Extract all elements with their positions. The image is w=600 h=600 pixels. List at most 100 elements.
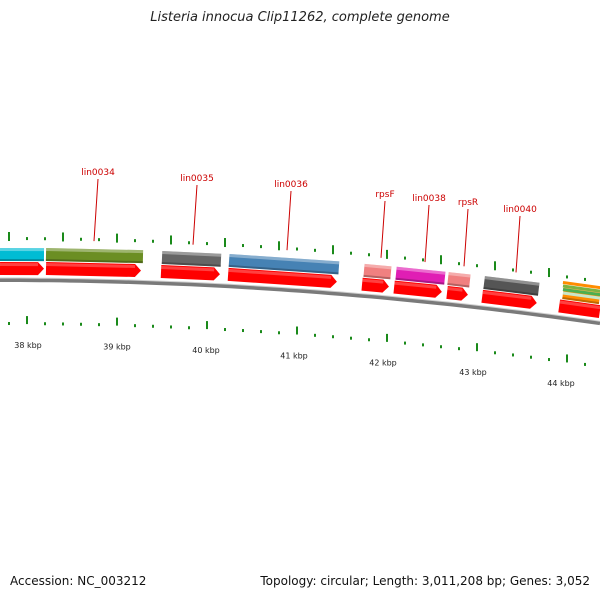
gc-tick-upper <box>8 232 10 242</box>
gene-feature-bar[interactable] <box>45 247 144 264</box>
overlap-stripe <box>562 288 600 297</box>
gc-tick-upper <box>440 255 442 265</box>
cds-arrow-shape[interactable] <box>446 286 468 301</box>
gene-feature-shadow <box>447 283 470 288</box>
gc-tick-lower <box>62 322 64 326</box>
gc-tick-lower <box>278 331 280 335</box>
gene-feature-bar[interactable] <box>0 247 45 262</box>
gene-feature-rpsR[interactable] <box>447 272 471 288</box>
cds-arrow[interactable] <box>160 265 221 281</box>
gc-tick-upper <box>368 253 370 257</box>
gene-feature-lin0035[interactable] <box>161 251 222 267</box>
gc-tick-lower <box>80 322 82 326</box>
ruler-label: 41 kbp <box>280 351 308 360</box>
gc-tick-lower <box>116 317 118 326</box>
gc-tick-upper <box>386 249 388 259</box>
cds-arrow-shape[interactable] <box>0 261 44 276</box>
gc-tick-lower <box>134 324 136 328</box>
gene-feature-bar[interactable] <box>161 251 222 267</box>
gene-label-lin0038[interactable]: lin0038 <box>412 194 446 204</box>
cds-arrow[interactable] <box>0 261 44 276</box>
gc-tick-lower <box>8 322 10 326</box>
gene-label-rpsF[interactable]: rpsF <box>375 190 394 200</box>
gene-label-rpsR[interactable]: rpsR <box>458 198 478 208</box>
cds-arrow[interactable] <box>393 280 442 299</box>
gc-tick-lower <box>494 351 496 355</box>
gene-leader-line <box>192 184 198 245</box>
ruler-label: 38 kbp <box>14 341 42 350</box>
gc-tick-lower <box>512 353 514 357</box>
gc-tick-lower <box>170 325 172 329</box>
gc-tick-upper <box>494 261 496 271</box>
gc-tick-upper <box>170 235 172 245</box>
gene-feature-shadow <box>0 258 44 262</box>
cds-arrow-shine <box>46 262 136 268</box>
cds-arrow[interactable] <box>361 277 389 293</box>
gc-tick-lower <box>440 345 442 349</box>
ruler-layer: 38 kbp 39 kbp 40 kbp 41 kbp 42 kbp 43 kbp 44 k… <box>14 341 575 388</box>
gc-tick-upper <box>62 232 64 242</box>
cds-arrow[interactable] <box>446 286 468 301</box>
ruler-label: 42 kbp <box>369 359 397 368</box>
gc-tick-upper <box>512 268 514 272</box>
cds-arrow-shape[interactable] <box>558 299 600 319</box>
gene-feature-lin0040[interactable] <box>483 276 540 296</box>
gene-feature-bar[interactable] <box>483 276 540 296</box>
gene-leader-line <box>380 200 386 258</box>
cds-arrow-shape[interactable] <box>361 277 389 293</box>
cds-arrow-shine <box>394 281 437 289</box>
cds-arrow-shine <box>161 266 215 272</box>
gene-feature-bar[interactable] <box>395 266 446 285</box>
gc-tick-upper <box>350 251 352 255</box>
gc-tick-upper <box>332 245 334 255</box>
genome-backbone <box>0 278 600 326</box>
gene-feature-shine <box>0 247 45 252</box>
gene-label-lin0035[interactable]: lin0035 <box>180 174 214 184</box>
gene-feature-shadow <box>483 287 539 296</box>
gene-label-lin0034[interactable]: lin0034 <box>81 168 115 178</box>
gene-feature-shadow <box>363 274 391 280</box>
gene-feature-shine <box>364 263 392 270</box>
gc-tick-lower <box>224 328 226 332</box>
gene-feature-shine <box>448 272 471 278</box>
gene-feature-lin0038[interactable] <box>395 266 446 285</box>
gc-tick-lower <box>584 362 586 366</box>
cds-arrow[interactable] <box>45 261 141 277</box>
cds-arrow-shape[interactable] <box>160 265 221 281</box>
gc-tick-upper <box>206 242 208 246</box>
genome-summary-text: Topology: circular; Length: 3,011,208 bp… <box>260 574 590 588</box>
cds-arrow-shine <box>362 278 384 284</box>
gene-feature-shadow <box>161 262 221 267</box>
gene-feature-0[interactable] <box>0 247 45 262</box>
gc-tick-lower <box>548 358 550 362</box>
gc-tick-lower <box>26 316 28 325</box>
cds-arrow[interactable] <box>481 289 537 310</box>
gene-feature-lin0036[interactable] <box>228 253 340 275</box>
gc-tick-lower <box>350 336 352 340</box>
cds-arrow[interactable] <box>558 299 600 319</box>
gene-feature-bar[interactable] <box>363 263 392 280</box>
overlap-stripe <box>562 284 600 294</box>
gene-feature-lin0034[interactable] <box>45 247 144 264</box>
cds-arrow-shape[interactable] <box>45 261 141 277</box>
gc-tick-upper <box>422 258 424 262</box>
gene-feature-rpsF[interactable] <box>363 263 392 280</box>
gene-feature-shine <box>229 253 340 265</box>
ruler-label: 39 kbp <box>103 343 131 352</box>
gc-tick-upper <box>116 233 118 243</box>
gc-tick-lower <box>44 322 46 326</box>
gene-label-lin0036[interactable]: lin0036 <box>274 180 308 190</box>
gc-tick-upper <box>260 245 262 249</box>
gc-tick-lower <box>476 343 478 352</box>
cds-arrow-shape[interactable] <box>481 289 537 310</box>
gene-feature-bar[interactable] <box>447 272 471 288</box>
gene-label-lin0040[interactable]: lin0040 <box>503 205 537 215</box>
cds-arrow-shine <box>559 300 600 310</box>
gene-feature-bar[interactable] <box>228 253 340 275</box>
cds-arrow[interactable] <box>227 267 338 288</box>
gene-feature-shine <box>46 247 144 254</box>
cds-arrow-shape[interactable] <box>393 280 442 299</box>
cds-arrow-shape[interactable] <box>227 267 338 288</box>
gc-tick-upper <box>458 262 460 266</box>
